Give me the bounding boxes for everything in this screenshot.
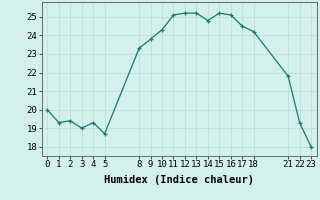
X-axis label: Humidex (Indice chaleur): Humidex (Indice chaleur): [104, 175, 254, 185]
